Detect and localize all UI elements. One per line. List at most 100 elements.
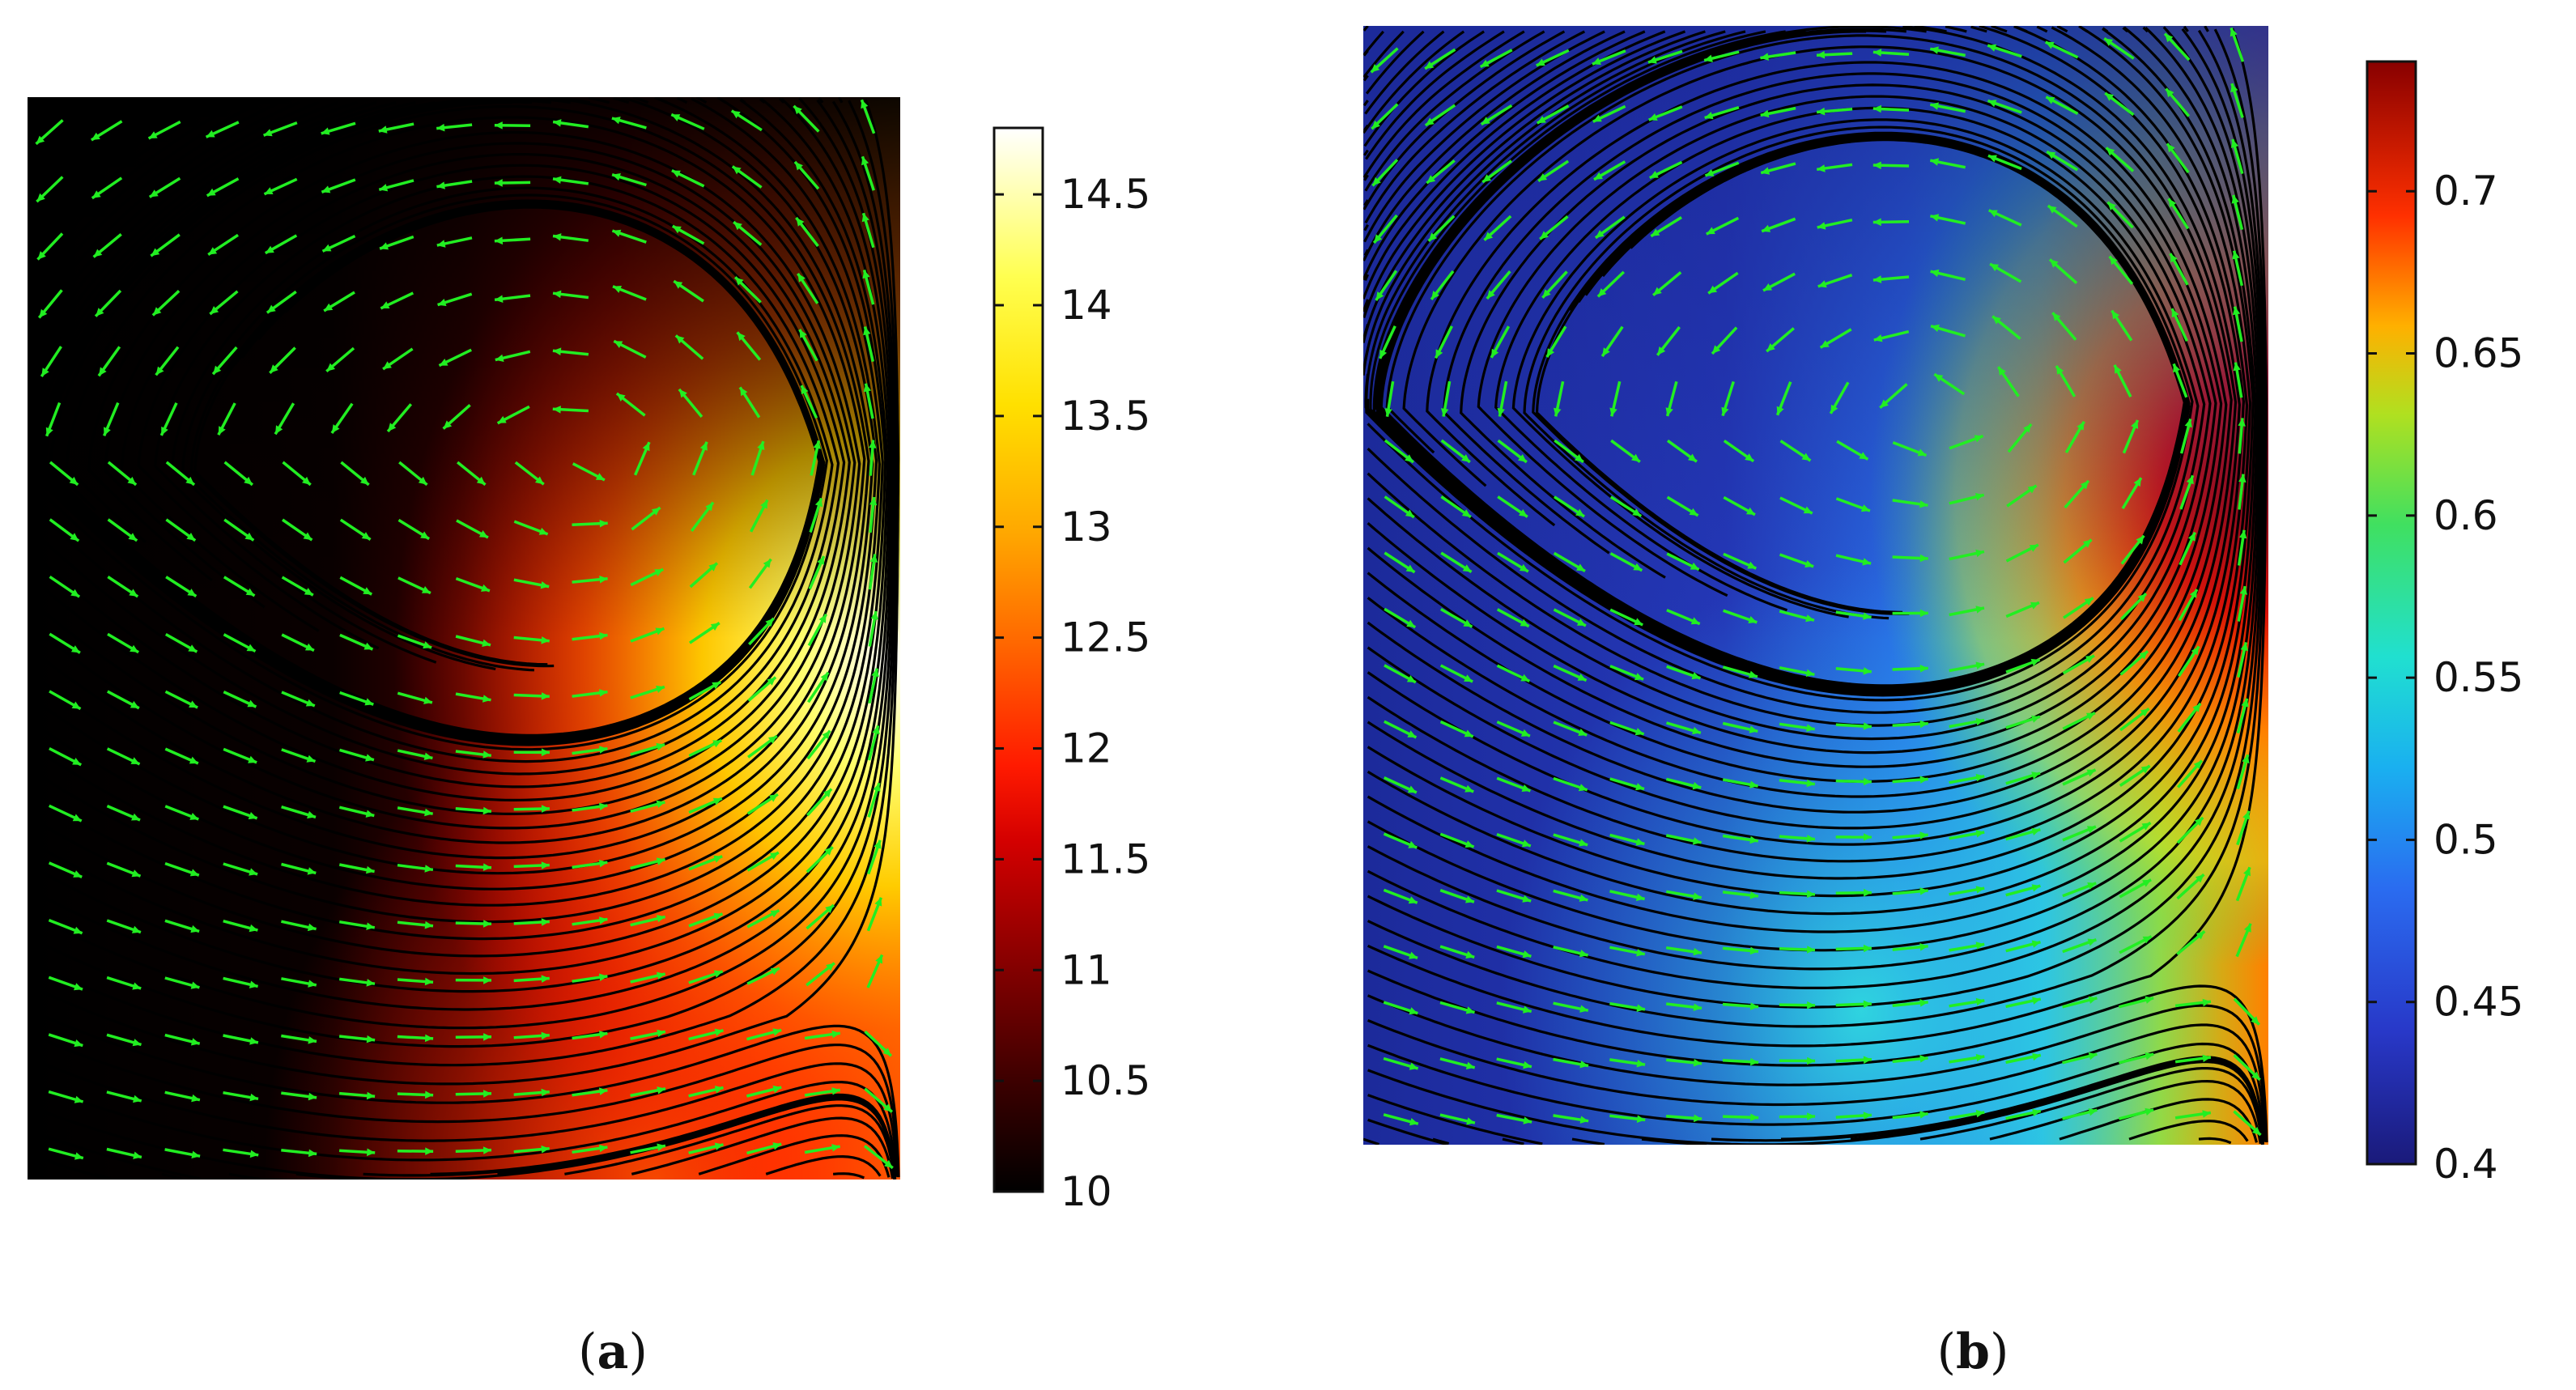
velocity-arrow — [1989, 262, 2022, 283]
streamline — [559, 97, 591, 104]
streamline — [1367, 26, 2252, 880]
velocity-arrow — [731, 165, 763, 189]
velocity-arrow — [281, 576, 314, 597]
velocity-arrow — [1835, 666, 1872, 675]
velocity-arrow — [35, 119, 64, 146]
velocity-arrow — [1987, 209, 2022, 227]
velocity-arrow — [1439, 720, 1474, 738]
velocity-arrow — [2045, 96, 2079, 115]
velocity-arrow — [1835, 610, 1872, 620]
velocity-arrow — [106, 919, 142, 934]
colorbar-tick-label: 0.45 — [2434, 979, 2523, 1026]
velocity-arrow — [572, 462, 606, 482]
velocity-arrow — [378, 179, 414, 192]
velocity-arrow — [102, 402, 120, 436]
velocity-arrow — [1879, 383, 1908, 410]
streamline — [1363, 26, 1369, 32]
velocity-arrow — [1496, 608, 1530, 628]
velocity-arrow — [455, 1033, 492, 1041]
velocity-arrow — [1497, 551, 1529, 573]
velocity-arrow — [1553, 551, 1586, 573]
velocity-arrow — [106, 1147, 142, 1159]
velocity-arrow — [1656, 325, 1681, 356]
streamline — [1367, 106, 2206, 727]
velocity-arrow — [1892, 831, 1928, 840]
colorbar-tick-label: 0.6 — [2434, 492, 2498, 539]
streamline — [28, 101, 338, 380]
streamline — [28, 265, 33, 272]
streamline — [1363, 100, 1369, 107]
velocity-arrow — [495, 350, 531, 362]
velocity-arrow — [572, 1087, 608, 1097]
streamline — [28, 101, 145, 215]
velocity-arrow — [1892, 776, 1928, 784]
velocity-arrow — [1892, 554, 1928, 563]
velocity-arrow — [1553, 833, 1588, 847]
streamline — [695, 97, 708, 104]
streamline — [28, 101, 184, 245]
velocity-arrow — [1949, 830, 1985, 840]
velocity-arrow — [1930, 324, 1966, 338]
panel-b-colorbar-ticks: 0.4 0.45 0.5 0.55 0.6 0.65 0.7 — [2367, 168, 2523, 1188]
velocity-arrow — [281, 977, 317, 988]
velocity-arrow — [494, 121, 531, 130]
velocity-arrow — [264, 234, 298, 255]
velocity-arrow — [2062, 1108, 2098, 1120]
velocity-arrow — [49, 747, 82, 767]
velocity-arrow — [1648, 105, 1683, 121]
velocity-arrow — [1383, 776, 1418, 794]
velocity-arrow — [40, 346, 62, 378]
streamline — [1363, 299, 1370, 312]
velocity-arrow — [1553, 776, 1588, 792]
velocity-arrow — [2119, 592, 2148, 621]
velocity-arrow — [2179, 418, 2192, 454]
velocity-arrow — [736, 331, 762, 361]
velocity-arrow — [223, 976, 258, 988]
velocity-arrow — [809, 497, 823, 533]
velocity-arrow — [1722, 1057, 1759, 1066]
streamline — [1363, 149, 1369, 156]
velocity-arrow — [48, 918, 83, 935]
streamline — [1914, 26, 1947, 33]
velocity-arrow — [1609, 495, 1643, 518]
streamline — [2204, 26, 2209, 32]
velocity-arrow — [2006, 484, 2038, 508]
velocity-arrow — [1892, 720, 1928, 729]
velocity-arrow — [572, 916, 608, 926]
velocity-arrow — [1383, 945, 1418, 960]
velocity-arrow — [1949, 549, 1985, 561]
velocity-arrow — [1592, 104, 1626, 123]
streamline — [832, 1172, 865, 1180]
velocity-arrow — [747, 734, 778, 759]
velocity-arrow — [1779, 890, 1816, 899]
velocity-arrow — [1537, 159, 1570, 182]
velocity-arrow — [1721, 380, 1735, 417]
streamline — [838, 97, 844, 104]
velocity-arrow — [1892, 943, 1928, 951]
panel-a: 10 10.5 11 11.5 12 12.5 13 13.5 14 14.5 (a) — [28, 97, 1150, 1380]
velocity-arrow — [1835, 833, 1872, 841]
velocity-arrow — [436, 180, 473, 189]
velocity-arrow — [1949, 997, 1985, 1008]
velocity-arrow — [1439, 1113, 1476, 1125]
velocity-arrow — [1996, 366, 2020, 397]
streamline — [564, 1104, 896, 1180]
velocity-arrow — [325, 346, 355, 373]
streamline — [161, 1172, 183, 1180]
velocity-arrow — [339, 576, 373, 596]
velocity-arrow — [1836, 440, 1869, 461]
colorbar-tick-label: 0.4 — [2434, 1141, 2498, 1188]
velocity-arrow — [1835, 554, 1872, 566]
velocity-arrow — [807, 613, 828, 647]
velocity-arrow — [2055, 365, 2077, 397]
streamline — [1367, 28, 2267, 1028]
velocity-arrow — [496, 405, 530, 425]
velocity-arrow — [1496, 1113, 1532, 1124]
velocity-arrow — [1439, 776, 1474, 793]
velocity-arrow — [90, 120, 123, 142]
velocity-arrow — [1779, 835, 1816, 843]
velocity-arrow — [513, 635, 550, 644]
streamline — [1367, 118, 2200, 714]
streamline — [28, 97, 33, 103]
velocity-arrow — [1892, 999, 1928, 1007]
